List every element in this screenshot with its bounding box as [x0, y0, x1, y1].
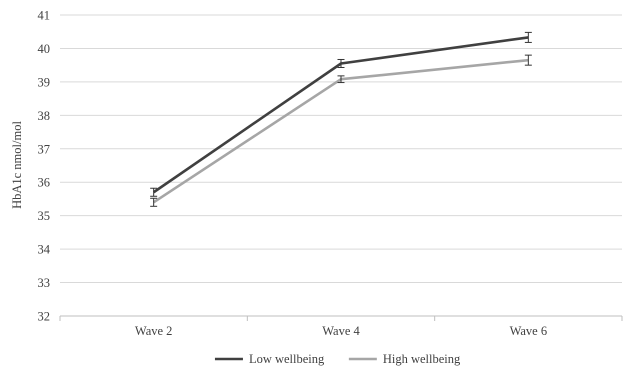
series-1	[150, 32, 532, 196]
legend-label: High wellbeing	[383, 352, 461, 366]
gridlines	[60, 15, 622, 283]
y-tick-label: 34	[38, 243, 51, 257]
y-tick-label: 37	[38, 142, 51, 156]
x-tick-label: Wave 6	[510, 324, 548, 338]
y-tick-label: 41	[38, 9, 51, 23]
series-2	[150, 55, 532, 206]
x-tick-label: Wave 4	[322, 324, 360, 338]
series-group	[150, 32, 532, 206]
axes	[60, 316, 622, 321]
legend: Low wellbeing High wellbeing	[215, 352, 461, 366]
y-tick-label: 39	[38, 75, 51, 89]
x-tick-label: Wave 2	[135, 324, 173, 338]
tick-labels: 32 33 34 35 36 37 38 39 40 41 Wave 2 Wave 4 Wave 6	[38, 9, 548, 339]
y-tick-label: 38	[38, 109, 51, 123]
legend-item: Low wellbeing	[215, 352, 325, 366]
y-axis-title: HbA1c nmol/mol	[10, 121, 24, 209]
y-tick-label: 40	[38, 42, 51, 56]
y-tick-label: 35	[38, 209, 51, 223]
y-tick-label: 32	[38, 310, 51, 324]
y-tick-label: 33	[38, 276, 51, 290]
y-tick-label: 36	[38, 176, 51, 190]
legend-item: High wellbeing	[349, 352, 461, 366]
legend-label: Low wellbeing	[249, 352, 325, 366]
